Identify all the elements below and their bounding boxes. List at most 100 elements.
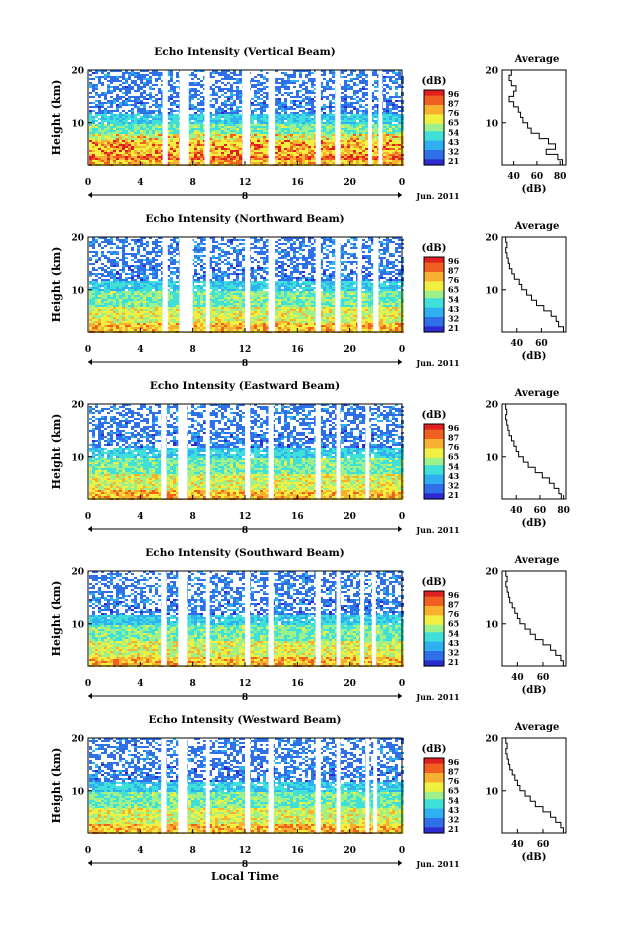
panel-4: Echo Intensity (Southward Beam)2010Heigh… [50,547,566,703]
data-gap [178,404,187,499]
colorbar-tick-label: 21 [448,323,459,333]
panel-title: Echo Intensity (Eastward Beam) [150,380,340,392]
data-gap [335,237,340,332]
x-axis-label: Local Time [211,870,279,883]
colorbar-tick-label: 87 [448,99,459,109]
panel-title: Echo Intensity (Westward Beam) [148,714,341,726]
profile-x-tick-label: 60 [534,506,547,516]
data-gap [206,571,210,666]
profile-frame [502,571,566,666]
colorbar-tick-label: 32 [448,647,459,657]
x-tick-label: 20 [343,345,356,355]
data-gap [161,404,166,499]
colorbar-tick-label: 96 [448,256,460,266]
data-gap [180,237,193,332]
data-gap [316,70,321,165]
day-marker: 8 [242,359,248,369]
y-axis-label: Height (km) [50,414,63,490]
y-tick-label: 10 [71,787,84,797]
data-gap [365,404,369,499]
data-gap [269,237,276,332]
data-gap [269,738,274,833]
y-tick-label: 20 [71,234,84,244]
profile-y-tick-label: 10 [485,787,498,797]
x-tick-label: 4 [137,679,143,689]
profile-x-tick-label: 40 [511,673,524,683]
colorbar-tick-label: 76 [448,108,460,118]
data-gap [206,404,210,499]
profile-x-tick-label: 60 [535,339,548,349]
day-axis-start [88,860,92,866]
colorbar-unit: (dB) [422,410,447,421]
colorbar-tick-label: 54 [448,795,460,805]
x-tick-label: 8 [190,679,196,689]
colorbar-tick-label: 43 [448,805,460,815]
date-label: Jun. 2011 [415,358,459,368]
colorbar-tick-label: 76 [448,776,460,786]
profile-x-label: (dB) [522,852,547,863]
date-label: Jun. 2011 [415,525,459,535]
data-gap [245,237,250,332]
profile-x-label: (dB) [522,518,547,529]
data-gap [378,70,382,165]
data-gap [316,237,321,332]
data-gap [337,571,341,666]
y-tick-label: 20 [71,401,84,411]
data-gap [373,237,378,332]
x-tick-label: 12 [239,846,252,856]
data-gap [245,738,250,833]
colorbar-tick-label: 65 [448,452,459,462]
x-tick-label: 4 [137,345,143,355]
x-tick-label: 20 [343,679,356,689]
day-axis-start [88,693,92,699]
x-tick-label: 12 [239,178,252,188]
x-tick-label: 0 [85,345,91,355]
colorbar-tick-label: 96 [448,423,460,433]
x-tick-label: 0 [399,679,405,689]
data-gap [245,404,250,499]
profile-x-label: (dB) [522,351,547,362]
data-gap [358,237,362,332]
x-tick-label: 16 [291,846,304,856]
data-gap [163,70,168,165]
y-tick-label: 20 [71,735,84,745]
data-gap [206,738,210,833]
profile-x-tick-label: 40 [511,339,524,349]
colorbar-tick-label: 21 [448,657,459,667]
date-label: Jun. 2011 [415,191,459,201]
x-tick-label: 0 [85,679,91,689]
colorbar-tick-label: 43 [448,638,460,648]
y-tick-label: 10 [71,119,84,129]
colorbar-tick-label: 54 [448,628,460,638]
profile-x-tick-label: 80 [557,506,570,516]
colorbar-tick-label: 76 [448,609,460,619]
x-tick-label: 4 [137,178,143,188]
profile-x-tick-label: 40 [511,840,524,850]
profile-y-tick-label: 20 [485,401,498,411]
data-gap [316,738,321,833]
x-tick-label: 12 [239,679,252,689]
profile-x-tick-label: 60 [531,172,544,182]
profile-x-tick-label: 60 [537,673,550,683]
data-gap [206,237,210,332]
x-tick-label: 16 [291,512,304,522]
y-tick-label: 20 [71,67,84,77]
panel-1: Echo Intensity (Vertical Beam)2010Height… [50,46,566,202]
data-gap [242,70,250,165]
profile-x-label: (dB) [522,685,547,696]
profile-y-tick-label: 20 [485,67,498,77]
panel-5: Echo Intensity (Westward Beam)2010Height… [50,714,566,870]
data-gap [161,738,166,833]
profile-x-tick-label: 60 [537,840,550,850]
colorbar-tick-label: 43 [448,137,460,147]
colorbar-tick-label: 43 [448,304,460,314]
profile-y-tick-label: 20 [485,735,498,745]
day-axis-end [398,192,402,198]
colorbar-tick-label: 32 [448,146,459,156]
